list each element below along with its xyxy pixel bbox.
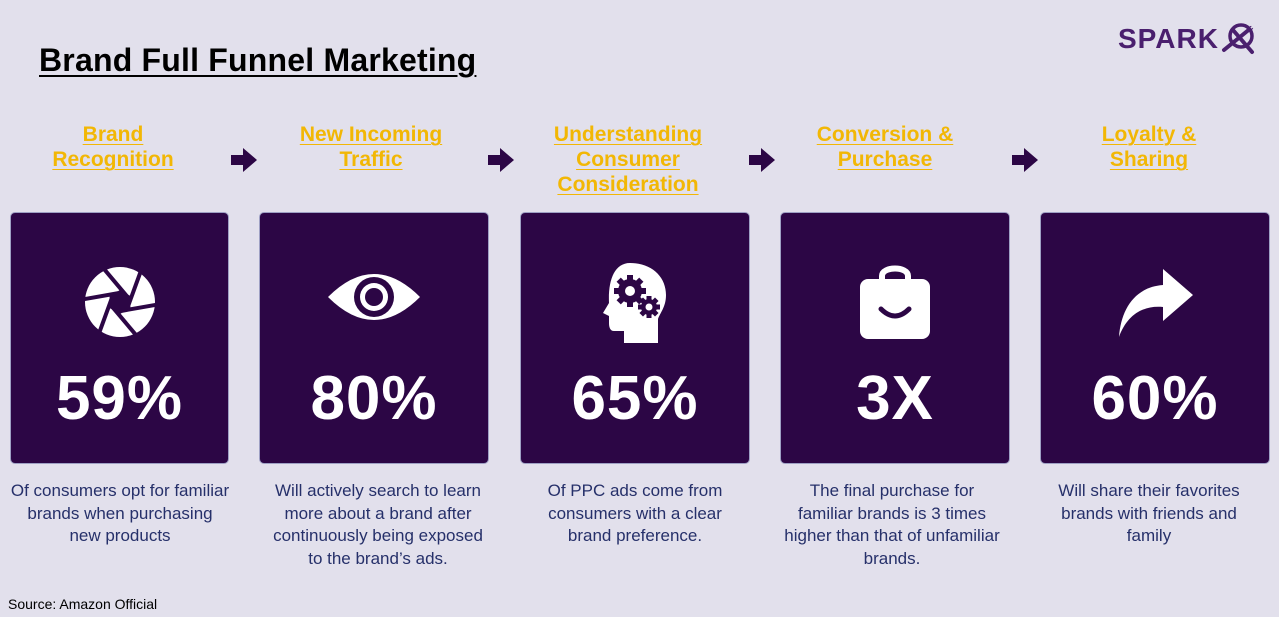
source-note: Source: Amazon Official	[8, 596, 158, 612]
stage-title-conversion-purchase: Conversion & Purchase	[816, 123, 954, 171]
stage-description: Will share their favorites brands with f…	[1058, 481, 1240, 545]
arrow-right-icon	[231, 148, 257, 172]
eye-icon	[328, 274, 420, 320]
stage-title-loyalty-sharing: Loyalty & Sharing	[1101, 123, 1197, 171]
stat-card-new-incoming-traffic: 80%	[259, 212, 489, 464]
stat-card-brand-recognition: 59%	[10, 212, 229, 464]
stat-value: 3X	[856, 364, 934, 433]
stage-description: Of PPC ads come from consumers with a cl…	[547, 481, 723, 545]
shopping-bag-icon	[860, 265, 930, 339]
stat-card-loyalty-sharing: 60%	[1040, 212, 1270, 464]
stat-value: 80%	[310, 364, 438, 433]
stage-title-understanding-consumer: Understanding Consumer Consideration	[553, 123, 703, 196]
x-circle-logo-icon	[1221, 23, 1257, 54]
stat-card-understanding-consumer: 65%	[520, 212, 750, 464]
head-gears-icon	[603, 263, 666, 343]
share-arrow-icon	[1119, 269, 1193, 337]
stage-description: Will actively search to learn more about…	[273, 481, 483, 568]
stat-card-conversion-purchase: 3X	[780, 212, 1010, 464]
camera-aperture-icon	[83, 267, 156, 337]
stage-description: Of consumers opt for familiar brands whe…	[10, 481, 230, 545]
arrow-right-icon	[749, 148, 775, 172]
stat-value: 60%	[1091, 364, 1219, 433]
stage-title-new-incoming-traffic: New Incoming Traffic	[299, 123, 443, 171]
stat-value: 65%	[571, 364, 699, 433]
stage-description: The final purchase for familiar brands i…	[784, 481, 1000, 568]
spark-logo: SPARK	[1118, 16, 1268, 62]
stat-value: 59%	[55, 364, 184, 433]
arrow-right-icon	[1012, 148, 1038, 172]
stage-title-brand-recognition: Brand Recognition	[52, 123, 174, 171]
arrow-right-icon	[488, 148, 514, 172]
logo-text: SPARK	[1118, 23, 1219, 54]
page-title: Brand Full Funnel Marketing	[39, 42, 477, 78]
